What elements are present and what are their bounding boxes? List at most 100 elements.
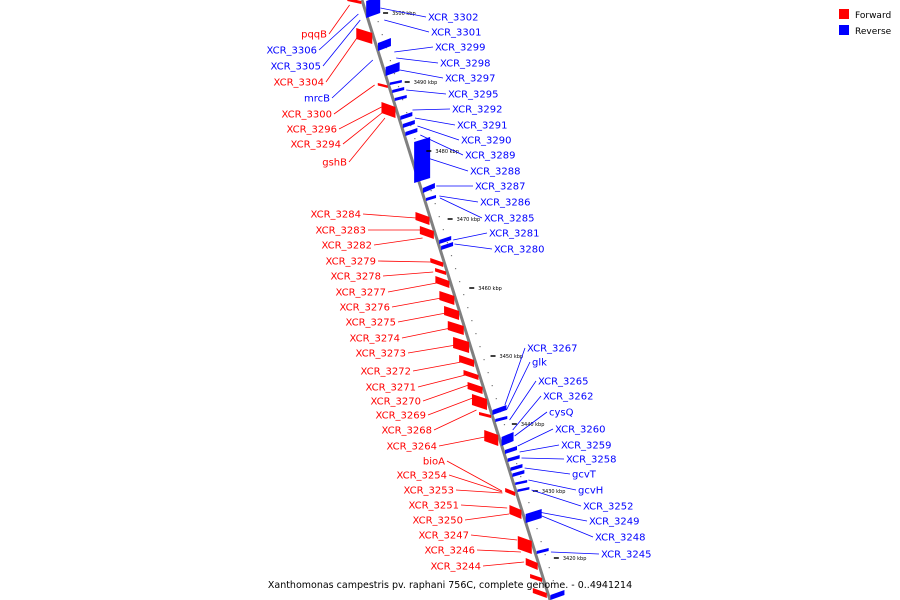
gene-label[interactable]: XCR_3298	[396, 57, 491, 70]
gene-label-text: XCR_3282	[321, 241, 372, 252]
gene-label[interactable]: XCR_3277	[335, 282, 437, 299]
gene-label[interactable]: XCR_3302	[380, 7, 479, 24]
gene-label[interactable]: XCR_3280	[454, 243, 545, 256]
gene-label-text: XCR_3297	[445, 74, 496, 85]
gene-label[interactable]: XCR_3254	[396, 471, 503, 493]
forward-feature	[484, 430, 499, 446]
intergenic-dot	[495, 398, 497, 400]
gene-label[interactable]: XCR_3260	[517, 425, 606, 447]
gene-label[interactable]: bioA	[423, 457, 503, 492]
legend-reverse-swatch	[839, 25, 849, 35]
gene-label-text: XCR_3260	[555, 425, 606, 436]
gene-label-text: XCR_3265	[538, 377, 589, 388]
intergenic-dot	[491, 385, 493, 387]
gene-label[interactable]: XCR_3270	[370, 384, 469, 408]
intergenic-dot	[397, 86, 400, 88]
gene-label[interactable]: gcvT	[524, 467, 597, 481]
gene-label-text: XCR_3292	[452, 105, 503, 116]
gene-label[interactable]: cysQ	[514, 408, 574, 437]
gene-label[interactable]: XCR_3301	[384, 19, 482, 39]
reverse-feature	[495, 416, 508, 422]
gene-label[interactable]: XCR_3275	[345, 312, 447, 329]
forward-feature	[430, 258, 444, 267]
gene-label[interactable]: XCR_3262	[512, 392, 594, 431]
gene-label[interactable]: gshB	[322, 117, 386, 169]
gene-label[interactable]: XCR_3284	[310, 210, 417, 221]
gene-label[interactable]: XCR_3252	[531, 489, 634, 513]
gene-label[interactable]: XCR_3278	[330, 272, 434, 283]
tick-layer: 3500 kbp 3490 kbp 3480 kbp 3470 kbp 3460 kbp…	[383, 11, 586, 562]
forward-feature	[444, 306, 460, 320]
gene-label[interactable]: XCR_3245	[550, 550, 652, 561]
intergenic-dot	[442, 229, 444, 231]
gene-label[interactable]: XCR_3287	[436, 182, 526, 193]
gene-label[interactable]: XCR_3295	[406, 90, 499, 101]
gene-label-text: XCR_3259	[561, 441, 612, 452]
gene-label[interactable]: XCR_3248	[539, 514, 646, 544]
gene-label-text: XCR_3298	[440, 59, 491, 70]
gene-label[interactable]: XCR_3285	[439, 197, 535, 225]
gene-label[interactable]: pqqB	[301, 4, 350, 41]
reverse-feature	[366, 0, 381, 18]
gene-label[interactable]: glk	[506, 358, 547, 411]
gene-label[interactable]: XCR_3296	[286, 106, 382, 136]
gene-label[interactable]: mrcB	[304, 59, 374, 105]
gene-label[interactable]: XCR_3244	[430, 562, 525, 573]
reverse-feature	[510, 464, 523, 471]
gene-label[interactable]: XCR_3292	[412, 105, 503, 116]
gene-label[interactable]: XCR_3268	[381, 409, 477, 437]
gene-label[interactable]: XCR_3265	[509, 377, 589, 421]
gene-label[interactable]: XCR_3253	[403, 486, 503, 497]
gene-label-text: cysQ	[549, 408, 574, 419]
gene-label[interactable]: gcvH	[528, 479, 603, 497]
gene-label[interactable]: XCR_3271	[365, 374, 466, 394]
gene-label[interactable]: XCR_3249	[538, 511, 640, 528]
reverse-feature	[392, 87, 405, 93]
gene-label[interactable]: XCR_3300	[281, 84, 375, 121]
gene-label[interactable]: XCR_3258	[521, 455, 617, 466]
gene-label-text: XCR_3253	[403, 486, 454, 497]
intergenic-dot	[503, 424, 506, 426]
gene-label[interactable]: XCR_3283	[315, 226, 421, 237]
gene-label-text: XCR_3273	[355, 349, 406, 360]
gene-label[interactable]: XCR_3304	[273, 34, 360, 89]
gene-label[interactable]: XCR_3269	[375, 397, 473, 422]
gene-label[interactable]: XCR_3282	[321, 237, 423, 252]
gene-label-text: XCR_3278	[330, 272, 381, 283]
gene-label[interactable]: XCR_3273	[355, 344, 457, 360]
gene-label-text: XCR_3305	[270, 62, 321, 73]
gene-label[interactable]: XCR_3286	[439, 195, 531, 209]
scale-tick-label: 3470 kbp	[457, 217, 481, 223]
gene-label[interactable]: XCR_3281	[453, 229, 540, 241]
reverse-feature	[492, 405, 507, 415]
gene-label-text: XCR_3246	[424, 546, 475, 557]
gene-label-text: gshB	[322, 158, 347, 169]
intergenic-dot	[475, 333, 477, 335]
gene-label[interactable]: XCR_3274	[349, 327, 451, 345]
gene-label[interactable]: XCR_3246	[424, 546, 521, 557]
gene-label[interactable]: XCR_3247	[418, 531, 518, 542]
forward-feature	[463, 370, 479, 380]
gene-label[interactable]: XCR_3267	[504, 344, 578, 406]
gene-label[interactable]: XCR_3276	[339, 297, 442, 314]
gene-label[interactable]: XCR_3259	[519, 441, 612, 453]
label-layer: pqqB XCR_3304 XCR_3300 XCR_3296 XCR_3294 gshB…	[266, 4, 652, 573]
gene-label[interactable]: XCR_3290	[417, 125, 512, 147]
gene-label[interactable]: XCR_3279	[325, 257, 431, 268]
gene-label[interactable]: XCR_3289	[420, 134, 516, 162]
gene-label[interactable]: XCR_3251	[408, 501, 508, 512]
gene-label[interactable]: XCR_3250	[412, 513, 510, 527]
gene-label[interactable]: XCR_3288	[427, 157, 521, 178]
gene-label-text: XCR_3272	[360, 367, 411, 378]
gene-label[interactable]: XCR_3264	[386, 436, 486, 453]
gene-label[interactable]: XCR_3306	[266, 13, 359, 57]
gene-label-text: XCR_3245	[601, 550, 652, 561]
gene-label[interactable]: XCR_3294	[290, 111, 384, 151]
gene-label[interactable]: XCR_3299	[394, 43, 486, 54]
gene-label[interactable]: XCR_3297	[399, 69, 496, 85]
gene-label[interactable]: XCR_3272	[360, 361, 462, 378]
gene-label[interactable]: XCR_3305	[270, 19, 361, 73]
gene-label[interactable]: XCR_3291	[414, 117, 508, 132]
intergenic-dot	[548, 567, 550, 569]
